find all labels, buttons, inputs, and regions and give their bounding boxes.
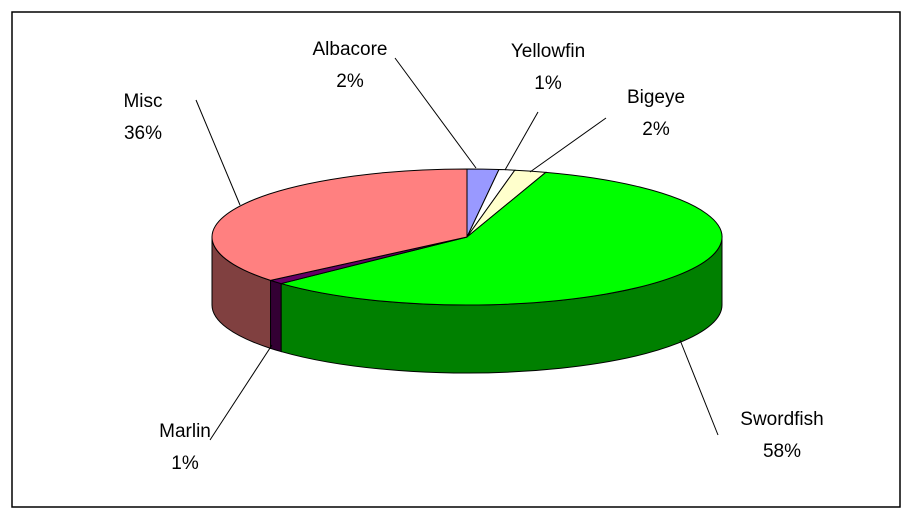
slice-label: Albacore: [313, 39, 388, 60]
slice-label: Yellowfin: [511, 41, 585, 62]
leader-line: [195, 99, 241, 206]
leader-line: [529, 117, 607, 173]
slice-label: Marlin: [159, 421, 211, 442]
slice-label: Misc: [123, 91, 162, 112]
pie-slice-side: [270, 279, 282, 353]
pie-slice: [211, 168, 468, 281]
leader-line: [394, 57, 477, 169]
slice-value-label: 36%: [124, 123, 162, 144]
slice-value-label: 1%: [534, 73, 562, 94]
pie-slice: [279, 171, 723, 306]
slice-value-label: 2%: [336, 71, 364, 92]
leader-line: [504, 111, 539, 171]
slice-label: Swordfish: [740, 409, 823, 430]
slice-label: Bigeye: [627, 87, 685, 108]
leader-line: [679, 339, 719, 436]
slice-value-label: 2%: [642, 119, 670, 140]
leader-line: [209, 344, 273, 441]
slice-value-label: 1%: [171, 453, 199, 474]
slice-value-label: 58%: [763, 441, 801, 462]
